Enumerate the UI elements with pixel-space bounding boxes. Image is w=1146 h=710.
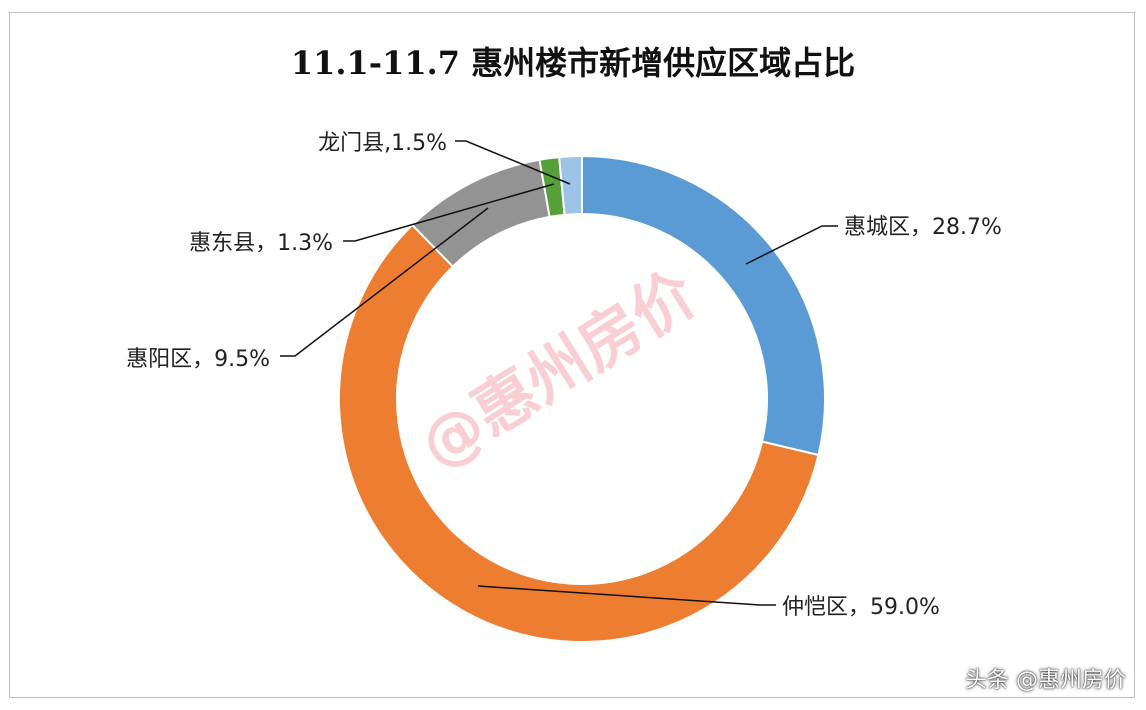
leader-line-4: [343, 183, 555, 242]
slice-label-4: 惠东县，1.3%: [189, 231, 333, 256]
slice-5: [558, 154, 583, 216]
leader-line-1: [745, 225, 838, 265]
slice-label-3: 惠阳区，9.5%: [126, 347, 270, 372]
footer-watermark: 头条 @惠州房价: [965, 668, 1126, 693]
slice-2: [338, 223, 820, 643]
leader-line-5: [455, 140, 571, 185]
slice-label-2: 仲恺区，59.0%: [782, 595, 940, 620]
leader-line-3: [280, 207, 489, 357]
leader-line-2: [477, 585, 776, 606]
slice-1: [581, 154, 826, 457]
slice-label-5: 龙门县,1.5%: [318, 131, 447, 156]
slice-label-1: 惠城区，28.7%: [844, 215, 1002, 240]
chart-title: 11.1-11.7 惠州楼市新增供应区域占比: [290, 44, 856, 82]
